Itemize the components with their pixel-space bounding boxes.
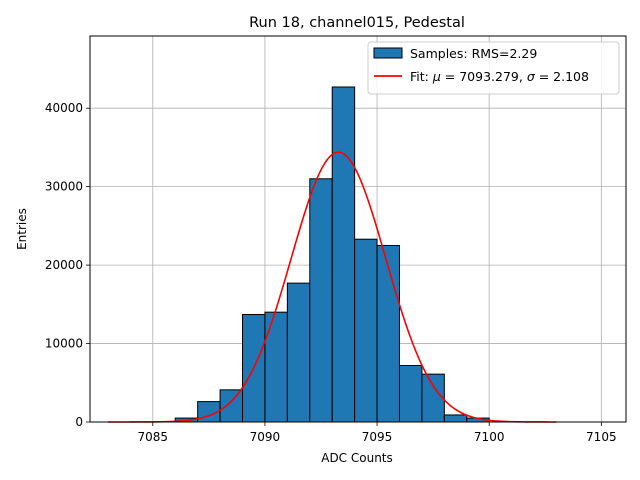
x-tick-label: 7105 xyxy=(586,430,617,444)
histogram-bar xyxy=(309,178,333,423)
histogram-bar xyxy=(421,373,445,423)
x-tick-label: 7100 xyxy=(474,430,505,444)
histogram-bar xyxy=(354,238,378,423)
legend-samples-label: Samples: RMS=2.29 xyxy=(410,46,537,61)
legend: Samples: RMS=2.29 Fit: μ = 7093.279, σ =… xyxy=(367,41,620,95)
histogram-bars xyxy=(174,86,490,423)
fit-curve-group xyxy=(107,151,557,423)
histogram-bar xyxy=(398,365,423,423)
histogram-bar xyxy=(331,86,356,423)
histogram-bar xyxy=(286,282,311,423)
histogram-bar xyxy=(219,389,244,423)
y-tick-label: 0 xyxy=(75,415,83,429)
x-tick-label: 7095 xyxy=(362,430,393,444)
histogram-bar xyxy=(376,244,400,423)
legend-fit-mu-symbol: μ xyxy=(432,69,441,84)
legend-fit-prefix: Fit: xyxy=(410,69,433,84)
legend-box xyxy=(367,41,620,95)
histogram-bar xyxy=(443,414,468,423)
axis-ticks: 7085 7090 7095 7100 7105 0 10000 20000 30000 4000… xyxy=(45,101,617,444)
gaussian-fit-curve xyxy=(107,151,557,423)
x-axis-label: ADC Counts xyxy=(321,451,393,465)
legend-fit-mu-text: = 7093.279, xyxy=(441,69,527,84)
legend-fit-sigma-symbol: σ xyxy=(527,69,536,84)
legend-fit-label: Fit: μ = 7093.279, σ = 2.108 xyxy=(410,69,589,84)
legend-fit-sigma-text: = 2.108 xyxy=(535,69,589,84)
plot-frame xyxy=(89,35,627,423)
legend-samples-swatch xyxy=(373,47,403,59)
y-axis-label: Entries xyxy=(15,208,29,250)
chart-title: Run 18, channel015, Pedestal xyxy=(249,15,465,31)
y-tick-label: 10000 xyxy=(45,337,83,351)
y-tick-label: 20000 xyxy=(45,258,83,272)
y-tick-label: 40000 xyxy=(45,101,83,115)
y-tick-label: 30000 xyxy=(45,180,83,194)
histogram-bar xyxy=(264,311,288,423)
x-tick-label: 7085 xyxy=(138,430,169,444)
x-tick-label: 7090 xyxy=(250,430,281,444)
